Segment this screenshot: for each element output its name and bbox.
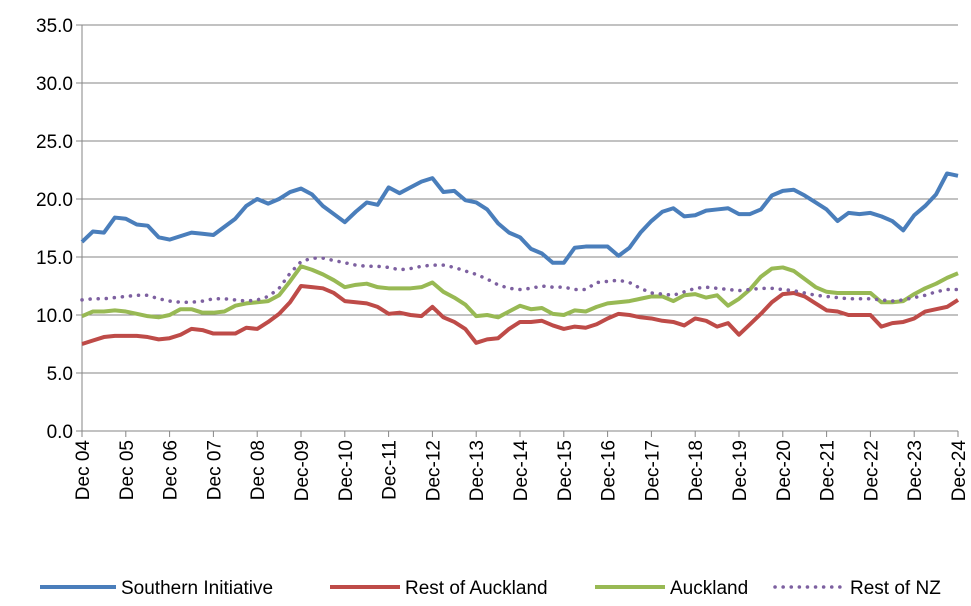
y-tick-label: 25.0 <box>36 132 73 153</box>
x-tick-label: Dec-23 <box>905 440 926 501</box>
y-tick-label: 15.0 <box>36 248 73 269</box>
x-tick-label: Dec-19 <box>730 440 751 501</box>
x-tick-label: Dec-20 <box>774 440 795 501</box>
x-tick-label: Dec 06 <box>161 440 182 500</box>
series-line <box>81 264 959 320</box>
x-tick-label: Dec-10 <box>336 440 357 501</box>
x-tick-label: Dec 05 <box>117 440 138 500</box>
x-tick-label: Dec-14 <box>511 440 532 502</box>
y-tick-label: 0.0 <box>47 422 73 443</box>
y-tick-label: 35.0 <box>36 16 73 37</box>
legend-label: Southern Initiative <box>121 578 273 599</box>
x-tick-label: Dec-18 <box>686 440 707 501</box>
y-tick-label: 20.0 <box>36 190 73 211</box>
x-tick-label: Dec-09 <box>292 440 313 501</box>
x-tick-label: Dec-17 <box>642 440 663 501</box>
y-tick-label: 10.0 <box>36 306 73 327</box>
x-tick-label: Dec-13 <box>467 440 488 501</box>
x-tick-label: Dec-21 <box>818 440 839 501</box>
legend-label: Rest of Auckland <box>405 578 548 599</box>
series-line <box>80 171 959 265</box>
legend-label: Rest of NZ <box>850 578 941 599</box>
x-tick-label: Dec-24 <box>949 440 970 502</box>
series-line <box>81 284 960 346</box>
legend-label: Auckland <box>670 578 748 599</box>
x-tick-label: Dec 08 <box>248 440 269 500</box>
y-tick-label: 5.0 <box>47 364 73 385</box>
series-line <box>80 256 960 304</box>
x-tick-label: Dec-12 <box>423 440 444 501</box>
x-tick-label: Dec 07 <box>204 440 225 500</box>
y-tick-label: 30.0 <box>36 74 73 95</box>
x-tick-label: Dec-15 <box>555 440 576 501</box>
x-tick-label: Dec-16 <box>599 440 620 501</box>
x-tick-label: Dec 04 <box>73 440 94 501</box>
x-tick-label: Dec-11 <box>380 440 401 500</box>
x-tick-label: Dec-22 <box>861 440 882 501</box>
